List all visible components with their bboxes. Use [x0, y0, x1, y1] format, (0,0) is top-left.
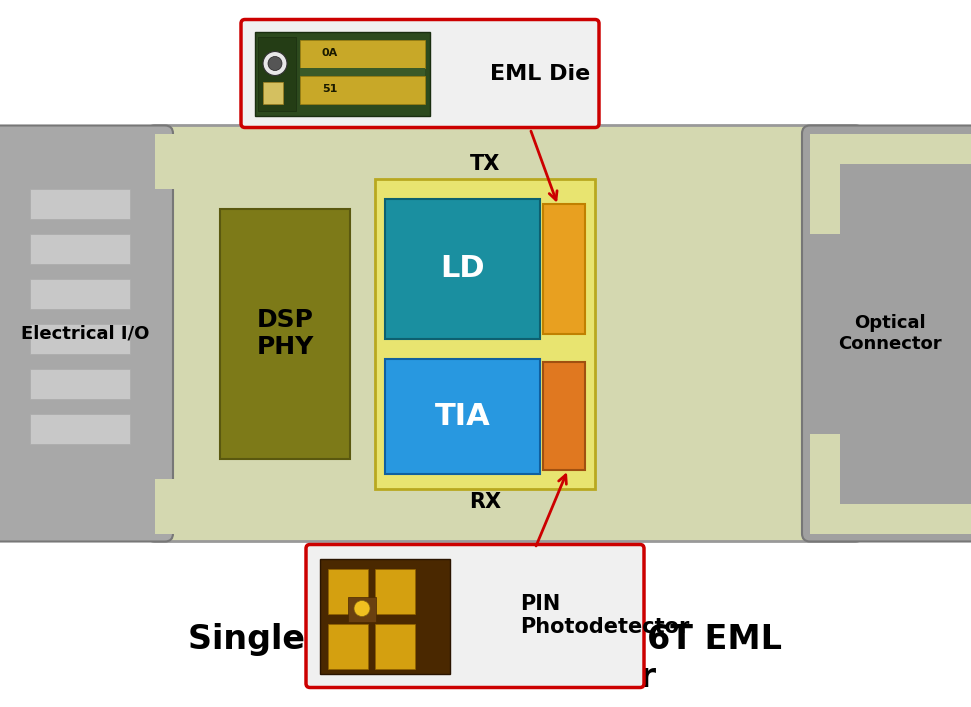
Bar — [255, 32, 430, 115]
Bar — [385, 199, 540, 339]
Text: RX: RX — [469, 491, 501, 511]
Bar — [320, 559, 450, 674]
Text: Singlemode 800G and 1.6T EML
Based Transceiver: Singlemode 800G and 1.6T EML Based Trans… — [188, 623, 783, 694]
Bar — [300, 40, 425, 67]
Bar — [810, 433, 840, 534]
Bar — [543, 361, 585, 469]
Bar — [30, 414, 130, 443]
Bar — [810, 134, 840, 233]
Bar — [328, 624, 368, 669]
Text: 51: 51 — [322, 85, 338, 95]
Text: Electrical I/O: Electrical I/O — [20, 325, 150, 342]
Text: DSP
PHY: DSP PHY — [256, 308, 314, 359]
FancyBboxPatch shape — [147, 126, 863, 542]
Circle shape — [354, 600, 370, 617]
Text: TIA: TIA — [435, 402, 491, 431]
Bar — [375, 178, 595, 489]
Bar — [258, 37, 296, 110]
FancyBboxPatch shape — [0, 126, 173, 542]
Bar — [220, 209, 350, 459]
Bar — [385, 358, 540, 474]
Bar — [30, 368, 130, 399]
Text: PIN
Photodetector: PIN Photodetector — [520, 594, 689, 637]
Bar — [840, 134, 971, 163]
Bar — [543, 204, 585, 334]
Circle shape — [268, 57, 282, 71]
Bar — [30, 233, 130, 264]
FancyBboxPatch shape — [241, 20, 599, 127]
Bar — [300, 76, 425, 103]
Text: LD: LD — [441, 254, 486, 283]
Text: TX: TX — [470, 153, 500, 173]
Text: Optical
Connector: Optical Connector — [838, 314, 942, 353]
Bar — [328, 568, 368, 614]
Text: 0A: 0A — [321, 49, 338, 59]
Bar — [30, 189, 130, 218]
FancyBboxPatch shape — [802, 126, 971, 542]
Bar — [155, 479, 185, 534]
Bar — [300, 67, 425, 76]
FancyBboxPatch shape — [306, 544, 644, 687]
Bar — [155, 134, 185, 189]
Bar — [30, 324, 130, 354]
Bar — [30, 279, 130, 308]
Bar — [263, 81, 283, 103]
Bar — [348, 597, 376, 621]
Circle shape — [263, 52, 287, 76]
Bar — [840, 503, 971, 534]
Bar — [375, 568, 415, 614]
Bar — [375, 624, 415, 669]
Text: EML Die: EML Die — [490, 64, 590, 83]
